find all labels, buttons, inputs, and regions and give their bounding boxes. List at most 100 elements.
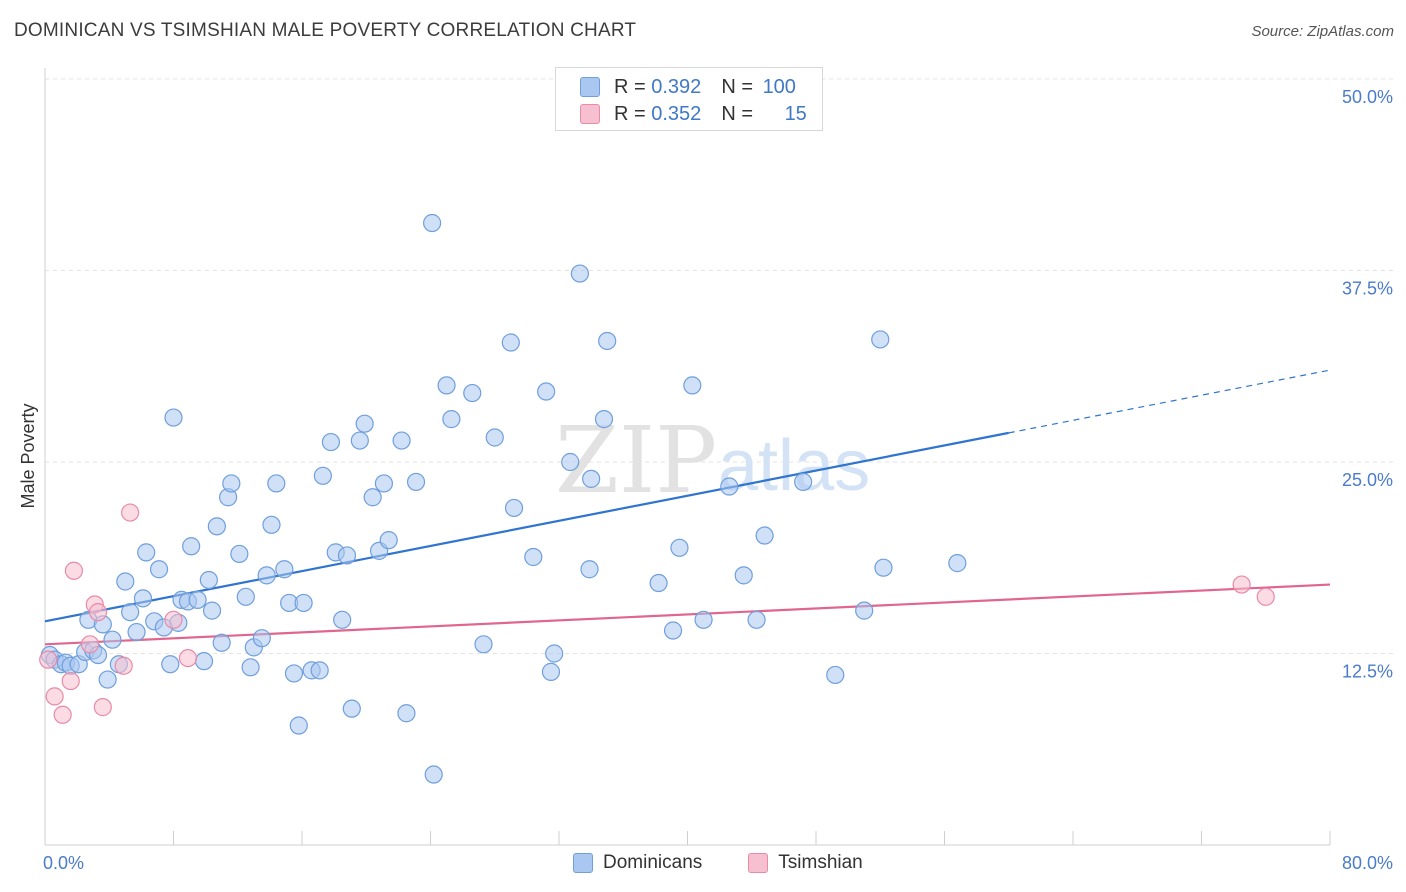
data-point-dominicans bbox=[663, 621, 683, 640]
data-point-tsimshian bbox=[1256, 587, 1275, 606]
data-point-tsimshian bbox=[45, 687, 64, 706]
y-tick-label: 50.0% bbox=[1342, 87, 1393, 107]
data-point-dominicans bbox=[257, 566, 276, 585]
data-point-dominicans bbox=[137, 543, 156, 562]
data-point-dominicans bbox=[598, 331, 617, 351]
data-point-dominicans bbox=[794, 472, 813, 492]
data-point-dominicans bbox=[98, 670, 117, 689]
data-point-dominicans bbox=[188, 590, 207, 609]
series-legend: Dominicans Tsimshian bbox=[573, 852, 863, 874]
data-point-dominicans bbox=[694, 610, 713, 629]
data-point-tsimshian bbox=[64, 561, 84, 580]
data-point-dominicans bbox=[355, 414, 374, 433]
x-tick-label: 80.0% bbox=[1342, 853, 1393, 873]
data-point-tsimshian bbox=[93, 698, 112, 717]
data-point-dominicans bbox=[524, 547, 543, 567]
data-point-dominicans bbox=[230, 544, 249, 564]
data-point-dominicans bbox=[321, 432, 341, 452]
trend-extension-dominicans bbox=[1008, 369, 1331, 434]
data-point-tsimshian bbox=[1232, 575, 1251, 594]
data-point-dominicans bbox=[284, 664, 304, 683]
data-point-dominicans bbox=[474, 635, 493, 654]
correlation-legend: R = 0.392 N = 100 R = 0.352 N = 15 bbox=[555, 67, 823, 131]
data-point-dominicans bbox=[194, 652, 214, 671]
data-point-dominicans bbox=[212, 633, 231, 652]
legend-swatch-dominicans bbox=[573, 853, 593, 873]
data-point-dominicans bbox=[734, 566, 753, 585]
data-point-dominicans bbox=[397, 704, 416, 723]
data-point-dominicans bbox=[501, 333, 520, 352]
data-point-dominicans bbox=[504, 498, 524, 518]
data-point-dominicans bbox=[537, 382, 556, 401]
y-tick-label: 37.5% bbox=[1342, 279, 1393, 299]
data-point-dominicans bbox=[437, 376, 456, 395]
data-point-tsimshian bbox=[178, 648, 198, 668]
data-point-tsimshian bbox=[39, 650, 58, 669]
data-point-dominicans bbox=[289, 716, 308, 735]
data-point-dominicans bbox=[116, 572, 135, 591]
legend-n-value: 15 bbox=[784, 102, 807, 125]
data-point-tsimshian bbox=[53, 705, 72, 724]
data-point-dominicans bbox=[649, 573, 668, 593]
legend-n-label: N = bbox=[721, 102, 759, 125]
data-point-dominicans bbox=[252, 629, 271, 648]
data-point-dominicans bbox=[149, 560, 169, 579]
grid-lines bbox=[45, 78, 1395, 654]
data-point-dominicans bbox=[683, 376, 702, 395]
y-tick-label: 25.0% bbox=[1342, 470, 1393, 490]
legend-n-label: N = bbox=[721, 75, 759, 98]
data-point-tsimshian bbox=[88, 603, 108, 622]
data-point-dominicans bbox=[379, 531, 398, 550]
data-point-dominicans bbox=[199, 570, 218, 590]
data-point-dominicans bbox=[342, 699, 361, 718]
data-point-dominicans bbox=[133, 589, 153, 608]
legend-swatch-tsimshian bbox=[748, 853, 769, 873]
legend-label-tsimshian: Tsimshian bbox=[778, 852, 863, 873]
data-point-dominicans bbox=[202, 601, 222, 620]
data-point-tsimshian bbox=[114, 656, 133, 675]
data-point-dominicans bbox=[463, 383, 482, 403]
data-point-dominicans bbox=[333, 610, 352, 629]
legend-r-value: 0.352 bbox=[651, 102, 702, 125]
data-point-dominicans bbox=[294, 593, 313, 613]
data-point-dominicans bbox=[424, 765, 443, 784]
data-point-dominicans bbox=[374, 474, 394, 493]
data-point-dominicans bbox=[485, 428, 504, 447]
legend-r-label: R = bbox=[614, 102, 652, 125]
data-point-dominicans bbox=[313, 466, 332, 485]
data-point-dominicans bbox=[222, 474, 241, 493]
data-point-tsimshian bbox=[80, 635, 100, 654]
source-label: Source: ZipAtlas.com bbox=[1251, 23, 1394, 40]
data-point-dominicans bbox=[541, 662, 561, 681]
data-point-dominicans bbox=[392, 431, 411, 450]
data-point-dominicans bbox=[594, 410, 614, 429]
data-point-dominicans bbox=[241, 658, 260, 677]
data-point-dominicans bbox=[103, 630, 122, 649]
data-point-dominicans bbox=[267, 474, 286, 493]
data-point-dominicans bbox=[207, 517, 226, 536]
data-point-dominicans bbox=[236, 587, 255, 606]
legend-swatch-dominicans bbox=[580, 77, 600, 97]
y-tick-labels: 12.5% 25.0% 37.5% 50.0% bbox=[1342, 87, 1393, 682]
legend-r-label: R = bbox=[614, 75, 652, 98]
data-point-dominicans bbox=[442, 410, 461, 429]
legend-row-dominicans: R = 0.392 N = 100 bbox=[580, 75, 796, 99]
data-point-dominicans bbox=[350, 431, 369, 450]
legend-r-value: 0.392 bbox=[651, 75, 702, 98]
data-point-tsimshian bbox=[121, 503, 140, 522]
data-point-tsimshian bbox=[164, 610, 183, 629]
legend-label-dominicans: Dominicans bbox=[603, 852, 703, 873]
watermark-zip: ZIP bbox=[555, 407, 717, 514]
data-point-dominicans bbox=[561, 452, 580, 472]
data-point-dominicans bbox=[423, 213, 442, 233]
data-point-dominicans bbox=[275, 560, 294, 579]
data-point-dominicans bbox=[262, 515, 281, 534]
data-point-dominicans bbox=[826, 665, 845, 685]
data-point-dominicans bbox=[855, 601, 874, 620]
y-axis-label: Male Poverty bbox=[18, 403, 38, 508]
watermark-atlas: atlas bbox=[718, 426, 870, 506]
data-point-dominicans bbox=[582, 469, 601, 488]
legend-n-value: 100 bbox=[762, 75, 796, 98]
data-point-dominicans bbox=[874, 558, 893, 577]
